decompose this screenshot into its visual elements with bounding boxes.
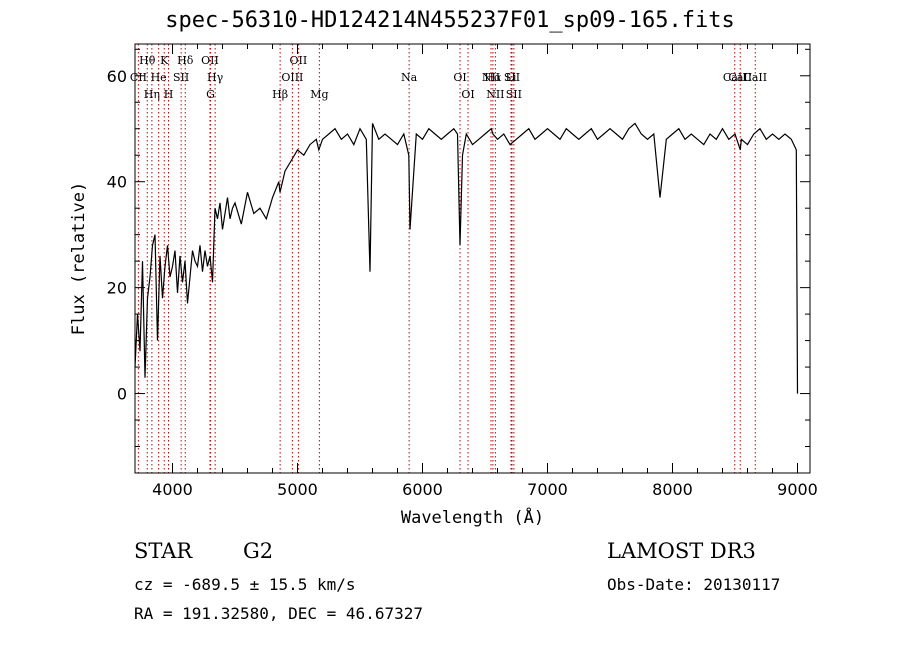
marker-label: NII [486,88,504,101]
obs-date: Obs-Date: 20130117 [607,575,781,594]
marker-label: Hθ [139,54,156,67]
x-tick-label: 8000 [652,480,693,499]
marker-label: CII [130,71,147,84]
chart-title: spec-56310-HD124214N455237F01_sp09-165.f… [165,8,735,33]
marker-label: Li [506,71,517,84]
y-tick-label: 40 [107,173,127,192]
marker-label: CaII [743,71,767,84]
marker-label: Hβ [272,88,288,101]
marker-label: Hα [484,71,502,84]
spectrum-line [134,122,799,394]
marker-label: OI [453,71,466,84]
marker-label: SII [506,88,522,101]
marker-label: Na [401,71,418,84]
y-axis-label: Flux (relative) [69,182,89,336]
marker-label: OII [290,54,308,67]
marker-label: Hη [144,88,160,101]
marker-label: NII [482,71,500,84]
marker-label: H [164,88,174,101]
survey-name: LAMOST DR3 [607,539,756,563]
plot-frame [134,43,811,474]
marker-label: OIII [281,71,303,84]
ra-dec: RA = 191.32580, DEC = 46.67327 [134,604,423,623]
marker-label: SII [173,71,189,84]
x-tick-label: 9000 [777,480,818,499]
y-tick-label: 60 [107,67,127,86]
y-tick-label: 0 [117,385,127,404]
x-tick-label: 5000 [277,480,318,499]
object-subclass: G2 [243,539,274,563]
marker-label: OI [461,88,474,101]
y-tick-label: 20 [107,279,127,298]
marker-label: Hγ [207,71,224,84]
x-tick-label: 7000 [527,480,568,499]
marker-label: SII [504,71,520,84]
x-tick-label: 4000 [152,480,193,499]
x-tick-label: 6000 [402,480,443,499]
object-class: STAR [134,539,193,563]
x-axis-label: Wavelength (Å) [401,506,544,528]
redshift-cz: cz = -689.5 ± 15.5 km/s [134,575,356,594]
marker-label: Mg [310,88,328,101]
marker-label: Hδ [177,54,194,67]
marker-label: He [151,71,167,84]
marker-label: K [160,54,169,67]
marker-label: G [206,88,215,101]
marker-label: CaII [728,71,752,84]
